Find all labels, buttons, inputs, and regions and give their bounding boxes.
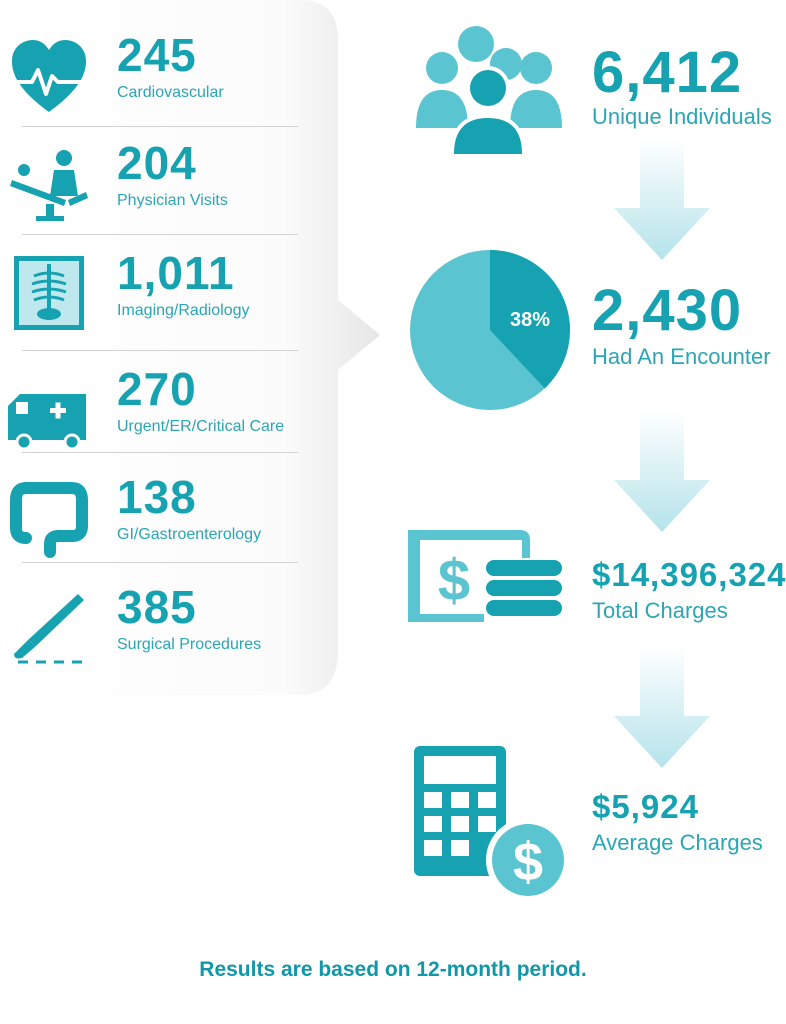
unique-individuals-value: 6,412 bbox=[592, 40, 743, 105]
down-arrow-icon bbox=[614, 646, 710, 768]
average-charges-label: Average Charges bbox=[592, 830, 763, 855]
category-label: Urgent/ER/Critical Care bbox=[117, 418, 285, 435]
average-charges-value: $5,924 bbox=[592, 788, 699, 825]
physician-exam-icon bbox=[10, 150, 88, 221]
pie-percent-label: 38% bbox=[510, 309, 550, 331]
scalpel-icon bbox=[14, 594, 86, 664]
xray-icon bbox=[14, 256, 84, 330]
calculator-dollar-icon: $ bbox=[414, 746, 570, 902]
category-row-imaging: 1,011 Imaging/Radiology bbox=[0, 238, 300, 346]
category-value: 245 bbox=[117, 29, 197, 81]
divider bbox=[22, 234, 298, 235]
category-panel-background bbox=[0, 0, 380, 695]
divider bbox=[22, 350, 298, 351]
category-row-physician-visits: 204 Physician Visits bbox=[0, 128, 300, 236]
divider bbox=[22, 562, 298, 563]
svg-text:$: $ bbox=[513, 832, 543, 892]
divider bbox=[22, 126, 298, 127]
category-label: GI/Gastroenterology bbox=[117, 526, 262, 543]
ambulance-icon bbox=[8, 394, 86, 450]
pie-chart-icon: 38% bbox=[410, 250, 570, 410]
footer-note: Results are based on 12-month period. bbox=[199, 958, 587, 981]
category-label: Imaging/Radiology bbox=[117, 302, 250, 319]
category-row-surgical: 385 Surgical Procedures bbox=[0, 572, 300, 680]
down-arrow-icon bbox=[614, 138, 710, 260]
money-stack-icon: $ bbox=[408, 530, 562, 622]
total-charges-value: $14,396,324 bbox=[592, 556, 786, 593]
category-label: Physician Visits bbox=[117, 192, 228, 209]
category-label: Surgical Procedures bbox=[117, 636, 262, 653]
category-value: 270 bbox=[117, 363, 197, 415]
encounter-label: Had An Encounter bbox=[592, 344, 771, 369]
dollar-icon: $ bbox=[438, 548, 470, 613]
category-value: 1,011 bbox=[117, 247, 235, 299]
category-value: 204 bbox=[117, 137, 197, 189]
unique-individuals-label: Unique Individuals bbox=[592, 104, 772, 129]
intestine-icon bbox=[10, 482, 88, 558]
divider bbox=[22, 452, 298, 453]
encounter-value: 2,430 bbox=[592, 278, 743, 343]
total-charges-label: Total Charges bbox=[592, 598, 728, 623]
category-value: 385 bbox=[117, 581, 197, 633]
people-group-icon bbox=[416, 26, 562, 156]
category-value: 138 bbox=[117, 471, 197, 523]
category-label: Cardiovascular bbox=[117, 84, 224, 101]
category-row-urgent-care: 270 Urgent/ER/Critical Care bbox=[0, 354, 300, 462]
category-row-gi: 138 GI/Gastroenterology bbox=[0, 462, 300, 570]
heart-pulse-icon bbox=[12, 40, 86, 112]
category-row-cardiovascular: 245 Cardiovascular bbox=[0, 20, 300, 128]
down-arrow-icon bbox=[614, 410, 710, 532]
